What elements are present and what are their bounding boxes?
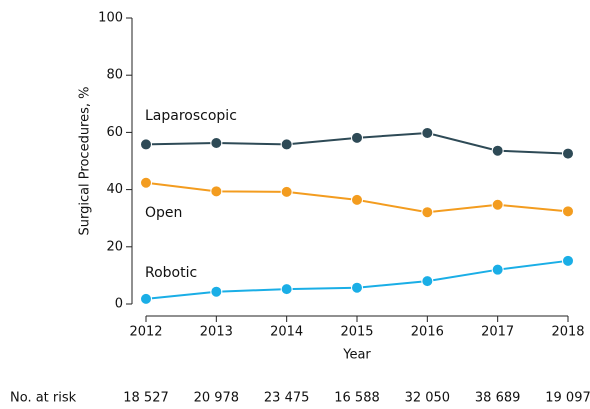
y-axis-label: Surgical Procedures, %: [78, 86, 93, 235]
series-label: Robotic: [145, 265, 197, 281]
at-risk-value: 16 588: [334, 391, 380, 406]
data-point: [280, 138, 293, 151]
at-risk-value: 18 527: [123, 391, 169, 406]
at-risk-value: 19 097: [545, 391, 590, 406]
series-label: Laparoscopic: [145, 108, 237, 124]
x-axis-label: Year: [342, 348, 371, 363]
y-tick-label: 20: [106, 239, 123, 254]
data-point: [140, 292, 152, 305]
at-risk-value: 38 689: [475, 391, 521, 406]
y-tick-label: 40: [106, 182, 123, 197]
data-point: [210, 285, 223, 298]
data-point: [140, 176, 152, 189]
data-point: [421, 275, 434, 288]
data-point: [280, 185, 293, 198]
y-tick-label: 60: [106, 125, 123, 140]
data-point: [491, 144, 504, 157]
data-point: [491, 263, 504, 276]
data-point: [351, 193, 363, 206]
data-point: [351, 131, 363, 144]
y-tick-label: 80: [106, 68, 123, 83]
data-point: [351, 281, 363, 294]
x-tick-label: 2015: [340, 325, 373, 340]
data-point: [421, 206, 434, 219]
x-tick-label: 2012: [129, 325, 162, 340]
data-point: [562, 205, 574, 218]
x-tick-label: 2014: [270, 325, 303, 340]
data-point: [491, 198, 504, 211]
data-point: [210, 185, 223, 198]
data-point: [280, 283, 293, 296]
x-tick-label: 2017: [481, 325, 514, 340]
at-risk-value: 32 050: [405, 391, 451, 406]
data-point: [210, 136, 223, 149]
x-tick-label: 2013: [200, 325, 233, 340]
x-tick-label: 2016: [411, 325, 444, 340]
data-point: [421, 126, 434, 139]
at-risk-label: No. at risk: [10, 391, 77, 406]
x-tick-label: 2018: [551, 325, 584, 340]
at-risk-value: 20 978: [194, 391, 240, 406]
data-point: [562, 147, 574, 160]
data-point: [140, 138, 152, 151]
y-tick-label: 0: [115, 297, 123, 312]
data-point: [562, 254, 574, 267]
series-label: Open: [145, 205, 182, 221]
at-risk-value: 23 475: [264, 391, 310, 406]
y-tick-label: 100: [98, 11, 123, 26]
